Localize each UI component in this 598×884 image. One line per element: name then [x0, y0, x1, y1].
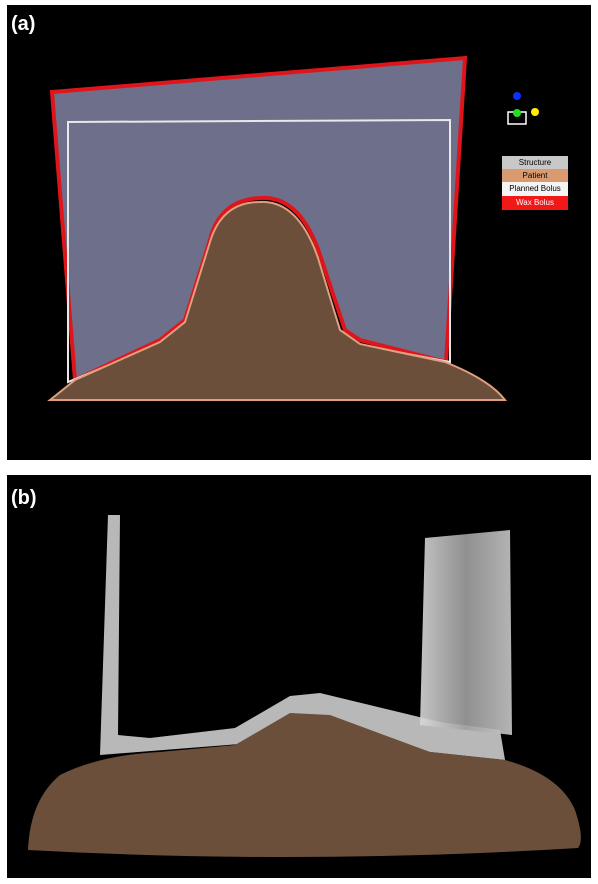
legend: Structure Patient Planned Bolus Wax Bolu… [502, 156, 568, 210]
panel-a: Structure Patient Planned Bolus Wax Bolu… [7, 5, 591, 460]
legend-box [502, 182, 568, 196]
wax-bolus [100, 515, 505, 760]
legend-box [502, 156, 568, 169]
wax-bolus-block [420, 530, 512, 735]
legend-entry: Wax Bolus [516, 198, 554, 207]
orientation-marker [531, 108, 539, 116]
panel-label: (a) [11, 13, 35, 35]
legend-box [502, 169, 568, 182]
panel-label: (b) [11, 487, 37, 509]
legend-entry: Planned Bolus [509, 184, 561, 193]
legend-entry: Structure [519, 158, 552, 167]
panel-b: (b) [7, 475, 591, 878]
legend-entry: Patient [523, 171, 549, 180]
orientation-marker [513, 92, 521, 100]
patient [28, 713, 581, 858]
legend-box [502, 196, 568, 210]
orientation-marker [513, 109, 521, 117]
patient [47, 200, 508, 401]
